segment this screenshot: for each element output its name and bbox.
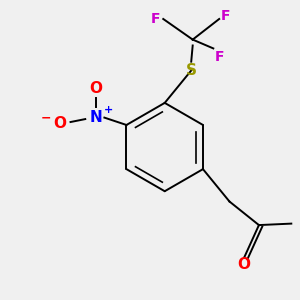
Text: −: − [40, 111, 51, 124]
Text: O: O [54, 116, 67, 131]
Text: +: + [104, 105, 113, 115]
Text: F: F [151, 12, 160, 26]
Text: S: S [186, 63, 197, 78]
Text: N: N [89, 110, 102, 125]
Text: O: O [238, 257, 251, 272]
Text: F: F [220, 9, 230, 23]
Text: F: F [214, 50, 224, 64]
Text: O: O [89, 81, 102, 96]
